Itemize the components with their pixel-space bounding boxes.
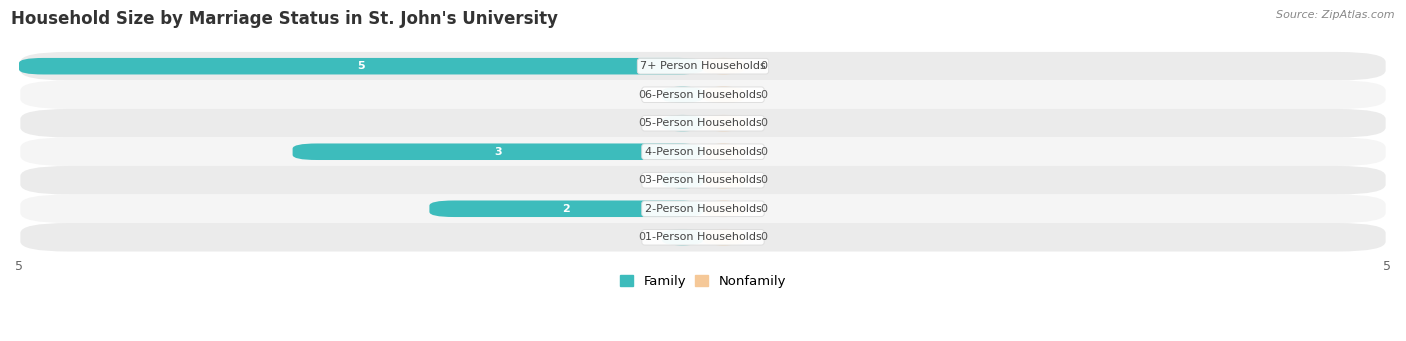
FancyBboxPatch shape — [20, 194, 1386, 223]
Text: 0: 0 — [761, 232, 768, 242]
Text: 0: 0 — [761, 61, 768, 71]
Text: 2: 2 — [562, 204, 569, 214]
FancyBboxPatch shape — [20, 166, 1386, 194]
FancyBboxPatch shape — [703, 229, 744, 246]
FancyBboxPatch shape — [703, 87, 744, 103]
Text: Household Size by Marriage Status in St. John's University: Household Size by Marriage Status in St.… — [11, 10, 558, 28]
Text: 0: 0 — [638, 118, 645, 128]
Text: 0: 0 — [761, 204, 768, 214]
FancyBboxPatch shape — [662, 115, 703, 132]
Text: Source: ZipAtlas.com: Source: ZipAtlas.com — [1277, 10, 1395, 20]
FancyBboxPatch shape — [703, 172, 744, 189]
FancyBboxPatch shape — [20, 137, 1386, 166]
FancyBboxPatch shape — [703, 115, 744, 132]
Text: 0: 0 — [638, 90, 645, 100]
Text: 7+ Person Households: 7+ Person Households — [640, 61, 766, 71]
FancyBboxPatch shape — [20, 223, 1386, 252]
Text: 0: 0 — [761, 175, 768, 185]
Text: 6-Person Households: 6-Person Households — [644, 90, 762, 100]
FancyBboxPatch shape — [662, 87, 703, 103]
Legend: Family, Nonfamily: Family, Nonfamily — [614, 269, 792, 293]
Text: 2-Person Households: 2-Person Households — [644, 204, 762, 214]
Text: 0: 0 — [761, 118, 768, 128]
Text: 1-Person Households: 1-Person Households — [644, 232, 762, 242]
FancyBboxPatch shape — [662, 229, 703, 246]
FancyBboxPatch shape — [20, 80, 1386, 109]
FancyBboxPatch shape — [20, 52, 1386, 80]
Text: 5-Person Households: 5-Person Households — [644, 118, 762, 128]
FancyBboxPatch shape — [703, 144, 744, 160]
FancyBboxPatch shape — [292, 144, 703, 160]
FancyBboxPatch shape — [20, 58, 703, 74]
Text: 0: 0 — [761, 90, 768, 100]
FancyBboxPatch shape — [20, 109, 1386, 137]
Text: 0: 0 — [761, 147, 768, 157]
Text: 3: 3 — [494, 147, 502, 157]
FancyBboxPatch shape — [662, 172, 703, 189]
FancyBboxPatch shape — [703, 201, 744, 217]
Text: 4-Person Households: 4-Person Households — [644, 147, 762, 157]
FancyBboxPatch shape — [703, 58, 744, 74]
Text: 0: 0 — [638, 232, 645, 242]
FancyBboxPatch shape — [429, 201, 703, 217]
Text: 5: 5 — [357, 61, 364, 71]
Text: 3-Person Households: 3-Person Households — [644, 175, 762, 185]
Text: 0: 0 — [638, 175, 645, 185]
